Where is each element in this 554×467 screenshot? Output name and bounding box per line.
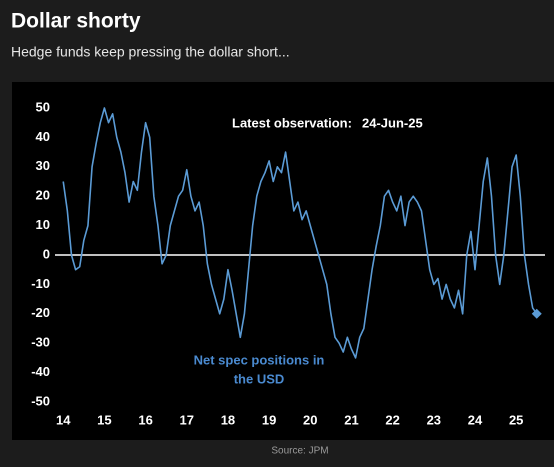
chart-subtitle: Hedge funds keep pressing the dollar sho… [11,44,290,60]
y-tick-label: 20 [36,188,50,203]
x-tick-label: 21 [344,412,358,427]
y-tick-label: 50 [36,99,50,114]
series-label: Net spec positions in [194,352,325,367]
x-tick-label: 20 [303,412,317,427]
y-tick-label: 0 [43,246,50,261]
annotation: 24-Jun-25 [362,115,423,130]
y-tick-label: -50 [31,393,50,408]
y-tick-label: -10 [31,276,50,291]
y-tick-label: 10 [36,217,50,232]
x-tick-label: 23 [427,412,441,427]
latest-marker [531,308,542,319]
x-tick-label: 18 [221,412,235,427]
annotation: Latest observation: [232,115,352,130]
x-tick-label: 19 [262,412,276,427]
x-tick-label: 15 [97,412,111,427]
series-label: the USD [234,371,285,386]
x-tick-label: 24 [468,412,483,427]
y-tick-label: 30 [36,158,50,173]
data-line [62,107,538,359]
x-tick-label: 22 [385,412,399,427]
chart-title: Dollar shorty [11,10,141,33]
source: Source: JPM [271,446,328,457]
y-tick-label: -30 [31,335,50,350]
x-tick-label: 14 [56,412,71,427]
x-tick-label: 25 [509,412,523,427]
y-tick-label: -40 [31,364,50,379]
x-tick-label: 16 [138,412,152,427]
y-tick-label: 40 [36,129,50,144]
x-tick-label: 17 [180,412,194,427]
y-tick-label: -20 [31,305,50,320]
plot-panel [12,82,554,440]
